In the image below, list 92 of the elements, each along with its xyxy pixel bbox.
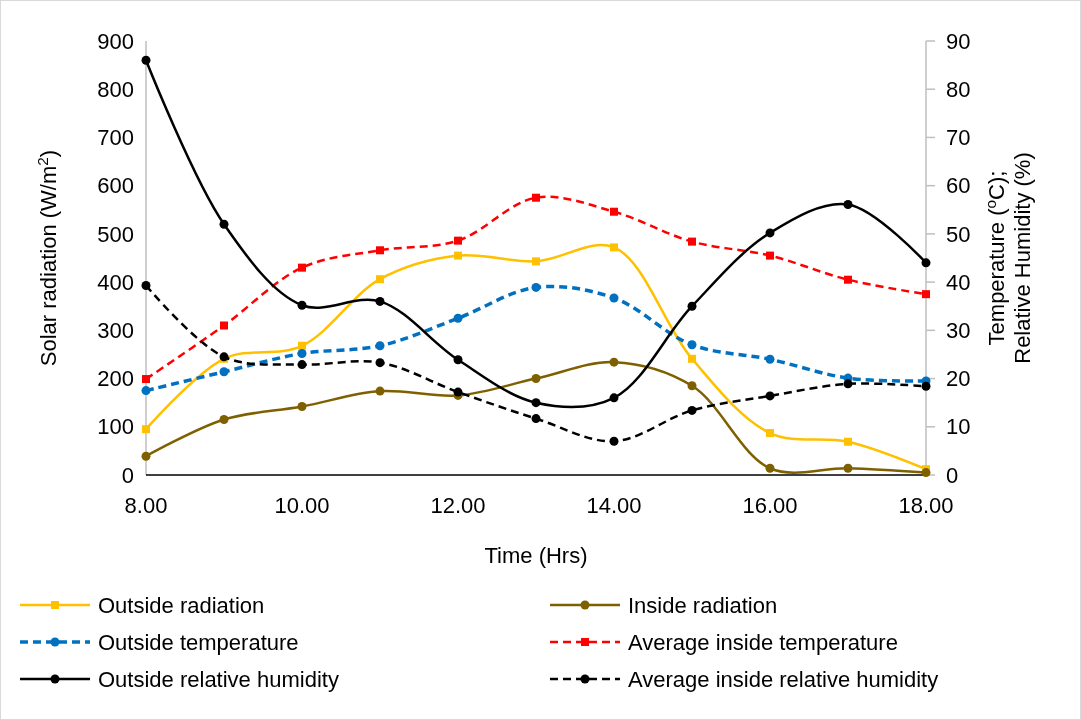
y-tick-label: 400 xyxy=(97,269,134,295)
x-tick-label: 16.00 xyxy=(742,493,798,518)
y-tick-label: 700 xyxy=(97,125,134,151)
point xyxy=(609,393,619,403)
point xyxy=(142,425,150,434)
point xyxy=(609,357,619,367)
point xyxy=(141,386,151,396)
point xyxy=(454,236,462,245)
legend-label: Average inside relative humidity xyxy=(628,666,939,692)
x-tick-label: 8.00 xyxy=(124,493,168,518)
point xyxy=(219,415,229,425)
x-axis-title: Time (Hrs) xyxy=(484,543,588,568)
point xyxy=(141,55,151,65)
point xyxy=(142,375,150,384)
point xyxy=(843,463,853,473)
y-tick-label: 800 xyxy=(97,76,134,102)
legend-label: Outside temperature xyxy=(98,629,299,655)
y2-tick-label: 10 xyxy=(946,414,971,440)
point xyxy=(297,348,307,358)
point xyxy=(765,463,775,473)
point xyxy=(687,381,697,391)
point xyxy=(531,282,541,292)
point xyxy=(765,391,775,401)
point xyxy=(687,405,697,415)
y-tick-label: 500 xyxy=(97,221,134,247)
legend-label: Inside radiation xyxy=(628,592,778,618)
legend-label: Outside radiation xyxy=(98,592,265,618)
y2-tick-label: 70 xyxy=(946,125,971,151)
point xyxy=(921,258,931,268)
point xyxy=(297,402,307,412)
point xyxy=(688,354,696,363)
y2-tick-label: 60 xyxy=(946,173,971,199)
y2-tick-label: 20 xyxy=(946,366,971,392)
point xyxy=(688,237,696,246)
point xyxy=(687,340,697,350)
y2-tick-label: 90 xyxy=(946,28,971,54)
y-tick-label: 0 xyxy=(121,462,134,488)
y-tick-label: 300 xyxy=(97,318,134,344)
point xyxy=(531,398,541,408)
y-tick-label: 600 xyxy=(97,173,134,199)
point xyxy=(687,301,697,311)
point xyxy=(376,246,384,255)
point xyxy=(297,300,307,310)
legend-label: Outside relative humidity xyxy=(98,666,339,692)
point xyxy=(298,263,306,272)
point xyxy=(297,360,307,370)
y2-tick-label: 50 xyxy=(946,221,971,247)
point xyxy=(844,437,852,446)
y2-tick-label: 40 xyxy=(946,269,971,295)
point xyxy=(766,429,774,438)
y-tick-label: 900 xyxy=(97,28,134,54)
point xyxy=(531,414,541,424)
point xyxy=(609,293,619,303)
point xyxy=(531,374,541,384)
point xyxy=(375,386,385,396)
point xyxy=(298,341,306,350)
x-tick-label: 18.00 xyxy=(898,493,954,518)
point xyxy=(453,355,463,365)
point xyxy=(375,296,385,306)
point xyxy=(921,381,931,391)
x-tick-label: 14.00 xyxy=(586,493,642,518)
point xyxy=(765,354,775,364)
point xyxy=(766,251,774,260)
point xyxy=(609,436,619,446)
point xyxy=(610,243,618,252)
y2-tick-label: 30 xyxy=(946,318,971,344)
point xyxy=(610,207,618,216)
point xyxy=(141,280,151,290)
x-tick-label: 12.00 xyxy=(430,493,486,518)
point xyxy=(843,379,853,389)
point xyxy=(922,290,930,299)
point xyxy=(765,228,775,238)
point xyxy=(375,358,385,368)
point xyxy=(843,199,853,209)
y-tick-label: 100 xyxy=(97,414,134,440)
point xyxy=(375,341,385,351)
x-tick-label: 10.00 xyxy=(274,493,330,518)
point xyxy=(220,321,228,330)
point xyxy=(844,275,852,284)
y2-tick-label: 80 xyxy=(946,76,971,102)
point xyxy=(921,468,931,478)
y-tick-label: 200 xyxy=(97,366,134,392)
point xyxy=(376,275,384,284)
point xyxy=(454,251,462,260)
point xyxy=(532,257,540,266)
legend-label: Average inside temperature xyxy=(628,629,898,655)
point xyxy=(219,219,229,229)
point xyxy=(532,193,540,202)
point xyxy=(453,313,463,323)
y2-tick-label: 0 xyxy=(946,462,959,488)
point xyxy=(219,367,229,377)
point xyxy=(141,451,151,461)
